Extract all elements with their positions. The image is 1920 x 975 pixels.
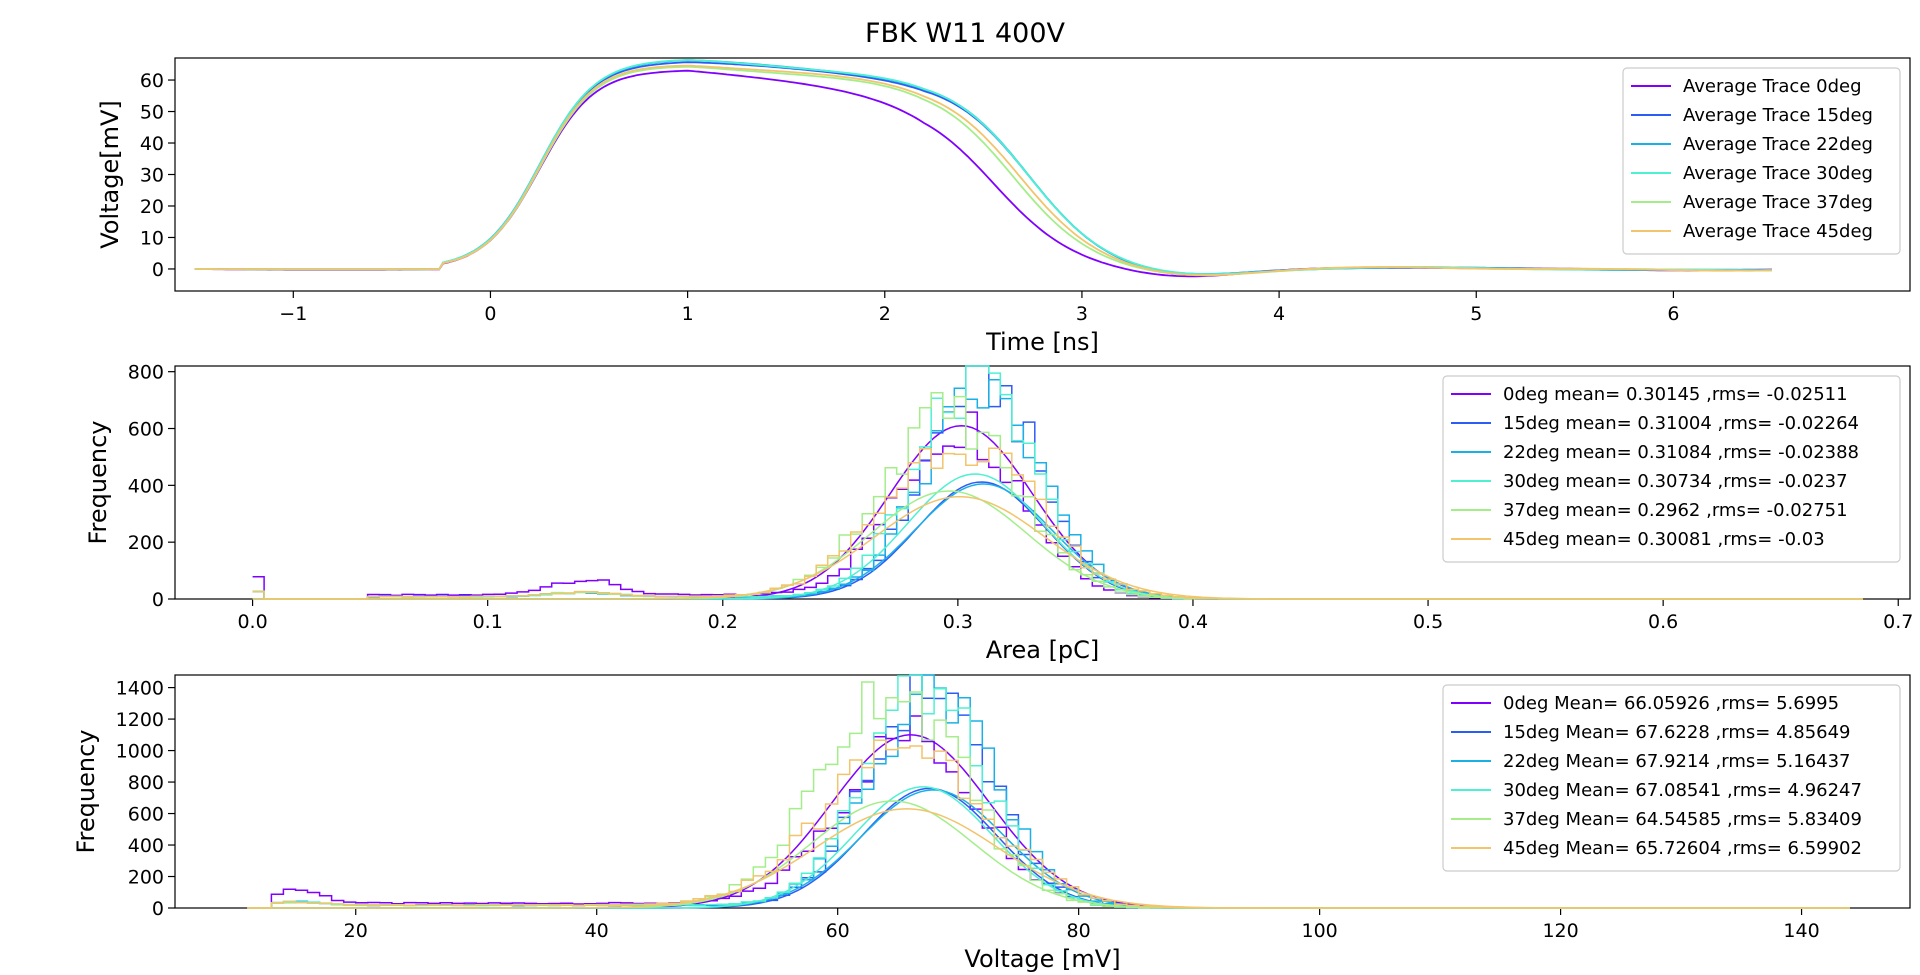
x-tick-label: 20	[344, 920, 368, 942]
x-tick-label: 0.6	[1648, 611, 1678, 633]
y-tick-label: 600	[128, 419, 164, 441]
legend: Average Trace 0deg Average Trace 15deg Ave…	[1622, 67, 1901, 255]
legend-label-0deg: 0deg Mean= 66.05926 ,rms= 5.6995	[1503, 693, 1839, 714]
x-tick-label: 0	[484, 303, 496, 325]
y-tick-label: 0	[152, 898, 164, 920]
legend-label-22deg: 22deg Mean= 67.9214 ,rms= 5.16437	[1503, 751, 1851, 772]
legend-box	[1442, 375, 1901, 563]
legend-label-15deg: Average Trace 15deg	[1683, 105, 1873, 126]
x-tick-label: 0.5	[1413, 611, 1443, 633]
x-tick-label: 0.0	[237, 611, 267, 633]
x-tick-label: 5	[1470, 303, 1482, 325]
trace-line-37deg	[194, 65, 1773, 277]
x-tick-label: 6	[1667, 303, 1679, 325]
fit-curve-45deg	[252, 495, 1863, 600]
legend-label-37deg: 37deg Mean= 64.54585 ,rms= 5.83409	[1503, 809, 1862, 830]
legend-box	[1622, 67, 1901, 255]
x-tick-label: 120	[1542, 920, 1578, 942]
x-tick-label: 3	[1076, 303, 1088, 325]
x-tick-label: 0.1	[473, 611, 503, 633]
x-tick-label: 0.3	[943, 611, 973, 633]
voltage-histogram-panel: 20 40 60 80 100 120 14002004006008001000120014…	[72, 674, 1911, 973]
legend-label-45deg: 45deg Mean= 65.72604 ,rms= 6.59902	[1503, 838, 1862, 859]
y-tick-label: 0	[152, 589, 164, 611]
legend-label-15deg: 15deg Mean= 67.6228 ,rms= 4.85649	[1503, 722, 1851, 743]
legend-label-37deg: Average Trace 37deg	[1683, 192, 1873, 213]
legend-label-30deg: 30deg Mean= 67.08541 ,rms= 4.96247	[1503, 780, 1862, 801]
x-tick-label: 0.4	[1178, 611, 1208, 633]
trace-line-0deg	[194, 69, 1772, 278]
y-tick-label: 40	[140, 133, 164, 155]
legend: 0deg Mean= 66.05926 ,rms= 5.6995 15deg Me…	[1442, 684, 1901, 872]
x-tick-label: 0.7	[1883, 611, 1913, 633]
legend-label-45deg: 45deg mean= 0.30081 ,rms= -0.03	[1503, 529, 1825, 550]
trace-line-22deg	[194, 59, 1773, 275]
trace-line-45deg	[194, 64, 1772, 277]
trace-line-15deg	[194, 61, 1772, 276]
x-tick-label: 140	[1783, 920, 1819, 942]
y-tick-label: 10	[140, 227, 164, 249]
plot-frame	[174, 674, 1911, 909]
y-axis-label: Voltage[mV]	[96, 100, 124, 249]
y-tick-label: 200	[128, 867, 164, 889]
y-tick-label: 50	[140, 102, 164, 124]
plot-frame	[174, 365, 1911, 600]
x-axis-label: Time [ns]	[985, 328, 1099, 356]
legend-label-0deg: 0deg mean= 0.30145 ,rms= -0.02511	[1503, 384, 1848, 405]
y-tick-label: 1400	[116, 678, 164, 700]
x-tick-label: 1	[682, 303, 694, 325]
y-tick-label: 60	[140, 70, 164, 92]
y-tick-label: 400	[128, 475, 164, 497]
y-tick-label: 600	[128, 804, 164, 826]
legend-label-30deg: Average Trace 30deg	[1683, 163, 1873, 184]
legend-label-22deg: Average Trace 22deg	[1683, 134, 1873, 155]
y-tick-label: 30	[140, 165, 164, 187]
legend-label-0deg: Average Trace 0deg	[1683, 76, 1862, 97]
legend-box	[1442, 684, 1901, 872]
y-axis-label: Frequency	[84, 421, 112, 545]
y-tick-label: 200	[128, 532, 164, 554]
x-tick-label: 40	[585, 920, 609, 942]
x-axis-label: Voltage [mV]	[964, 945, 1120, 973]
x-tick-label: 2	[879, 303, 891, 325]
x-tick-label: 80	[1067, 920, 1091, 942]
legend-label-45deg: Average Trace 45deg	[1683, 221, 1873, 242]
y-tick-label: 400	[128, 835, 164, 857]
trace-line-30deg	[194, 58, 1772, 275]
legend-label-22deg: 22deg mean= 0.31084 ,rms= -0.02388	[1503, 442, 1859, 463]
legend-label-37deg: 37deg mean= 0.2962 ,rms= -0.02751	[1503, 500, 1848, 521]
area-histogram-panel: 0.0 0.1 0.2 0.3 0.4 0.5 0.6 0.7 0 200 400 600 800 Are…	[84, 362, 1913, 664]
y-axis-label: Frequency	[72, 730, 100, 854]
legend-label-30deg: 30deg mean= 0.30734 ,rms= -0.0237	[1503, 471, 1848, 492]
y-tick-label: 20	[140, 196, 164, 218]
figure-title: FBK W11 400V	[865, 18, 1066, 49]
legend-label-15deg: 15deg mean= 0.31004 ,rms= -0.02264	[1503, 413, 1859, 434]
y-tick-label: 0	[152, 259, 164, 281]
x-tick-label: 100	[1301, 920, 1337, 942]
x-tick-label: 60	[826, 920, 850, 942]
x-axis-label: Area [pC]	[986, 636, 1100, 664]
legend: 0deg mean= 0.30145 ,rms= -0.02511 15deg m…	[1442, 375, 1901, 563]
y-tick-label: 1200	[116, 709, 164, 731]
y-tick-label: 800	[128, 772, 164, 794]
x-tick-label: 4	[1273, 303, 1285, 325]
y-tick-label: 1000	[116, 741, 164, 763]
x-tick-label: 0.2	[708, 611, 738, 633]
fit-curve-45deg	[247, 808, 1850, 909]
x-tick-label: −1	[279, 303, 307, 325]
y-tick-label: 800	[128, 362, 164, 384]
